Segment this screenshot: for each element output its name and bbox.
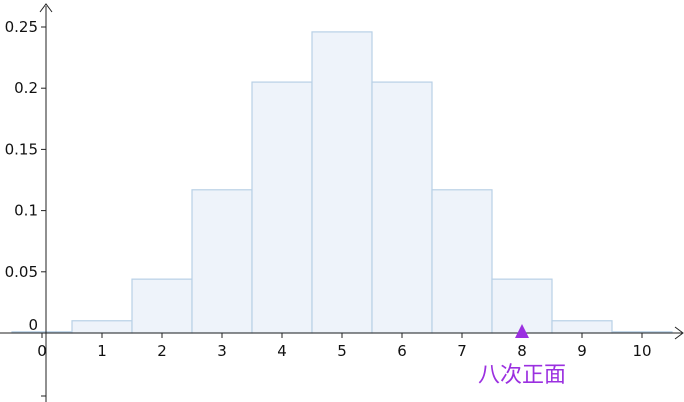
bar-6: [371, 81, 433, 334]
bar-2: [131, 278, 193, 334]
bar-9: [551, 320, 613, 334]
y-tick-label: 0.1: [14, 202, 38, 220]
x-axis-arrow: [674, 326, 684, 340]
x-tick-label: 5: [337, 342, 347, 360]
x-tick-label: 7: [457, 342, 467, 360]
x-tick-label: 10: [632, 342, 651, 360]
marker-label: 八次正面: [478, 363, 566, 388]
x-ticks-group: 0 1 2 3 4 5 6 7 8 9 10: [37, 333, 652, 360]
marker-group: 八次正面: [478, 324, 566, 388]
y-tick-label: 0: [28, 316, 38, 334]
x-tick-label: 6: [397, 342, 407, 360]
x-tick-label: 3: [217, 342, 227, 360]
y-tick-label: 0.25: [5, 18, 38, 36]
marker-triangle[interactable]: [515, 324, 529, 338]
bar-3: [191, 189, 253, 334]
x-tick-label: 4: [277, 342, 287, 360]
y-tick-label: 0.2: [14, 79, 38, 97]
x-tick-label: 1: [97, 342, 107, 360]
bars-group: [11, 31, 673, 334]
x-tick-label: 8: [517, 342, 527, 360]
y-tick-label: 0.15: [5, 140, 38, 158]
y-ticks-group: 0 0.05 0.1 0.15 0.2 0.25: [5, 18, 46, 397]
axes-group: [0, 3, 684, 402]
bar-4: [251, 81, 313, 334]
bar-1: [71, 320, 133, 334]
bar-7: [431, 189, 493, 334]
x-tick-label: 2: [157, 342, 167, 360]
x-tick-label: 9: [577, 342, 587, 360]
x-tick-label: 0: [37, 342, 47, 360]
y-axis-arrow: [39, 3, 53, 13]
y-tick-label: 0.05: [5, 263, 38, 281]
bar-5: [311, 31, 373, 334]
